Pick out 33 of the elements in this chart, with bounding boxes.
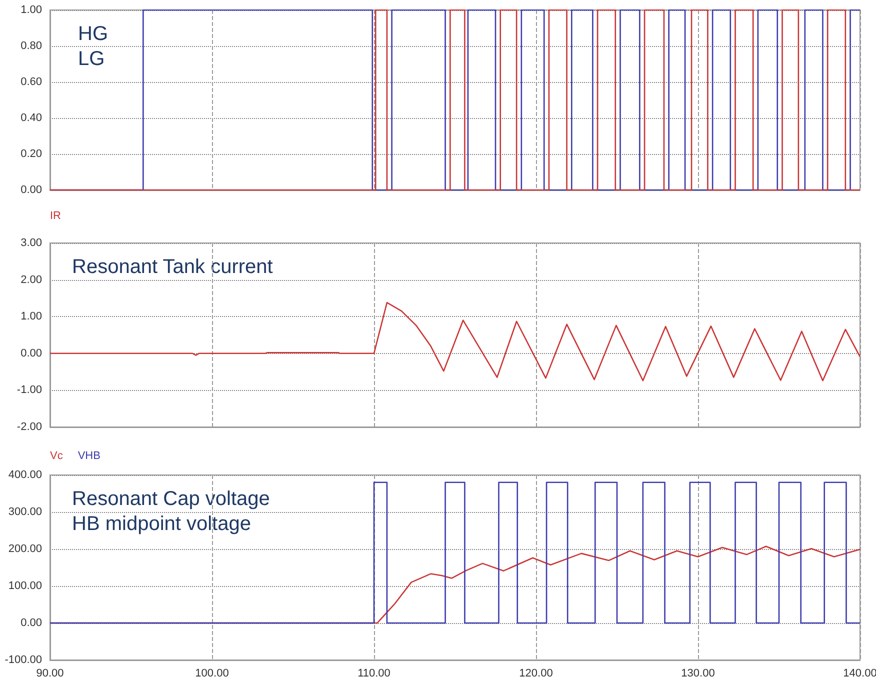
y-tick-label: 1.00 <box>20 310 42 323</box>
y-tick-label: 300.00 <box>8 506 42 518</box>
y-tick-label: 200.00 <box>8 543 42 555</box>
y-tick-label: 0.40 <box>20 112 42 124</box>
y-tick-label: 100.00 <box>8 580 42 592</box>
y-tick-label: -1.00 <box>16 384 42 396</box>
annotation: HG <box>78 23 108 45</box>
text: IR <box>50 210 62 222</box>
y-tick-label: 0.00 <box>20 617 42 629</box>
annotation: Resonant Tank current <box>72 256 274 278</box>
line-series <box>49 302 861 382</box>
y-tick-label: 400.00 <box>8 469 42 481</box>
x-tick-label: 120.00 <box>519 668 553 680</box>
y-tick-label: -100.00 <box>4 654 42 666</box>
y-tick-label: 3.00 <box>20 237 42 249</box>
y-tick-label: 0.00 <box>20 184 42 196</box>
x-tick-label: 90.00 <box>36 668 64 680</box>
y-tick-label: 0.60 <box>20 76 42 88</box>
y-tick-label: 1.00 <box>20 4 42 16</box>
text: Vc <box>50 450 64 462</box>
x-tick-label: 110.00 <box>358 668 390 680</box>
x-tick-label: 140.00 <box>843 668 876 680</box>
y-tick-label: 2.00 <box>20 274 42 286</box>
y-tick-label: 0.80 <box>20 40 42 52</box>
y-tick-label: 0.20 <box>20 148 42 160</box>
x-tick-label: 130.00 <box>681 668 715 680</box>
x-tick-label: 100.00 <box>195 668 229 680</box>
y-tick-label: -2.00 <box>16 421 42 433</box>
annotation: HB midpoint voltage <box>72 513 251 535</box>
annotation: Resonant Cap voltage <box>72 488 270 510</box>
annotation: LG <box>78 48 105 70</box>
y-tick-label: 0.00 <box>20 347 42 360</box>
text: VHB <box>78 450 100 462</box>
